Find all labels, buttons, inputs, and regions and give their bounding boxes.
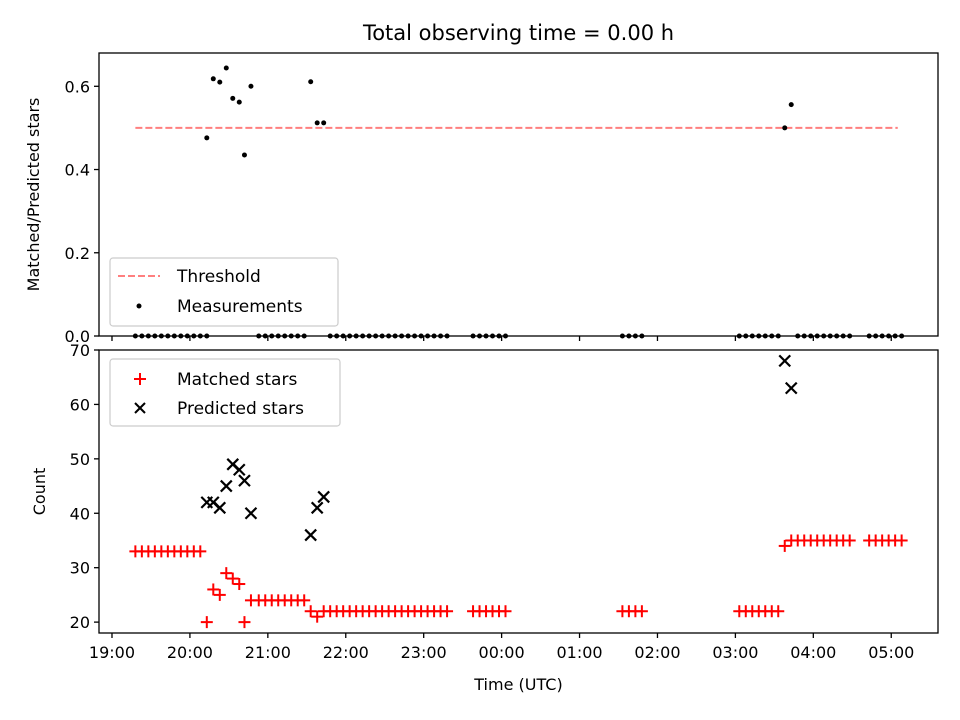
count-x-tick-label: 20:00 (167, 643, 213, 662)
predicted-star-point (220, 479, 233, 493)
measurement-point (236, 99, 242, 105)
legend-predicted-label: Predicted stars (177, 399, 304, 419)
x-axis-label: Time (UTC) (473, 675, 562, 694)
measurement-point (223, 65, 229, 71)
count-x-tick-label: 23:00 (401, 643, 447, 662)
matched-star-point (226, 572, 239, 585)
matched-star-point (238, 616, 251, 629)
matched-star-point (778, 539, 791, 552)
measurement-point (308, 79, 314, 85)
matched-star-point (895, 534, 908, 547)
ratio-axes-frame (98, 52, 939, 337)
count-y-tick-label: 60 (70, 395, 90, 414)
matched-star-point (298, 594, 311, 607)
matched-star-point (441, 605, 454, 618)
measurement-point (248, 83, 254, 89)
legend-threshold-label: Threshold (176, 267, 261, 287)
measurement-point (321, 120, 327, 126)
legend-predicted-swatch (134, 402, 146, 414)
measurement-point (204, 135, 210, 141)
count-x-axis: 19:00 20:00 21:00 22:00 23:00 00:00 01:00 02:00… (89, 633, 914, 662)
predicted-star-point (213, 501, 227, 515)
matched-star-point (207, 583, 220, 596)
count-legend-box (109, 358, 341, 427)
predicted-star-point (232, 463, 246, 477)
count-x-tick-label: 01:00 (556, 643, 602, 662)
measurement-point (210, 76, 216, 82)
count-x-tick-label: 03:00 (712, 643, 758, 662)
predicted-star-point (784, 381, 798, 395)
matched-star-point (635, 605, 648, 618)
measurement-point (314, 120, 320, 126)
predicted-star-point (238, 474, 251, 487)
count-x-tick-label: 21:00 (245, 643, 291, 662)
matched-star-point (233, 578, 246, 591)
ratio-y-axis: 0.0 0.2 0.4 0.6 (65, 77, 99, 346)
predicted-star-point (778, 354, 792, 368)
count-axes-frame (98, 349, 939, 634)
matched-star-point (843, 534, 856, 547)
count-y-tick-label: 70 (70, 341, 90, 360)
legend-measurements-label: Measurements (177, 297, 303, 317)
ratio-legend: Threshold Measurements (109, 257, 339, 327)
count-x-tick-label: 04:00 (790, 643, 836, 662)
predicted-star-point (317, 490, 330, 504)
matched-star-point (304, 605, 317, 618)
count-y-axis-label: Count (30, 468, 49, 516)
matched-star-point (311, 610, 324, 623)
legend-matched-label: Matched stars (177, 370, 297, 390)
count-x-tick-label: 22:00 (323, 643, 369, 662)
count-y-axis: 20 30 40 50 60 70 (70, 341, 99, 632)
count-y-tick-label: 20 (70, 613, 90, 632)
ratio-x-ticks (111, 336, 892, 341)
ratio-panel: Total observing time = 0.00 h 0.00.20.40… (24, 21, 939, 346)
ratio-plot-area (132, 65, 905, 339)
count-y-tick-label: 50 (70, 450, 90, 469)
matched-star-point (772, 605, 785, 618)
matched-star-point (194, 545, 207, 558)
matched-star-point (220, 567, 233, 580)
ratio-y-tick-label: 0.4 (65, 161, 90, 180)
count-panel: 20 30 40 50 60 70 19:00 20:00 21:00 22:00 23:00 00… (30, 341, 939, 694)
chart-title: Total observing time = 0.00 h (362, 21, 674, 45)
measurement-point (217, 79, 223, 85)
count-legend: Matched stars Predicted stars (109, 358, 341, 427)
measurement-point (782, 125, 788, 131)
count-x-tick-label: 02:00 (634, 643, 680, 662)
count-plot-area (129, 354, 908, 629)
ratio-y-tick-label: 0.0 (65, 327, 90, 346)
ratio-y-tick-label: 0.2 (65, 244, 90, 263)
count-y-tick-label: 40 (70, 504, 90, 523)
ratio-y-axis-label: Matched/Predicted stars (24, 98, 43, 292)
count-y-tick-label: 30 (70, 559, 90, 578)
count-x-tick-label: 00:00 (479, 643, 525, 662)
legend-measurements-swatch (136, 303, 142, 309)
predicted-star-point (244, 506, 258, 520)
measurement-point (788, 102, 794, 108)
count-x-tick-label: 19:00 (89, 643, 135, 662)
measurement-point (241, 152, 247, 158)
measurement-point (230, 95, 236, 101)
predicted-star-point (310, 501, 324, 515)
matched-star-point (200, 616, 213, 629)
ratio-y-tick-label: 0.6 (65, 77, 90, 96)
matched-star-point (213, 588, 226, 601)
matched-star-point (499, 605, 512, 618)
count-x-tick-label: 05:00 (868, 643, 914, 662)
predicted-star-point (304, 528, 317, 542)
legend-matched-swatch (134, 373, 146, 385)
ratio-legend-box (109, 257, 339, 327)
